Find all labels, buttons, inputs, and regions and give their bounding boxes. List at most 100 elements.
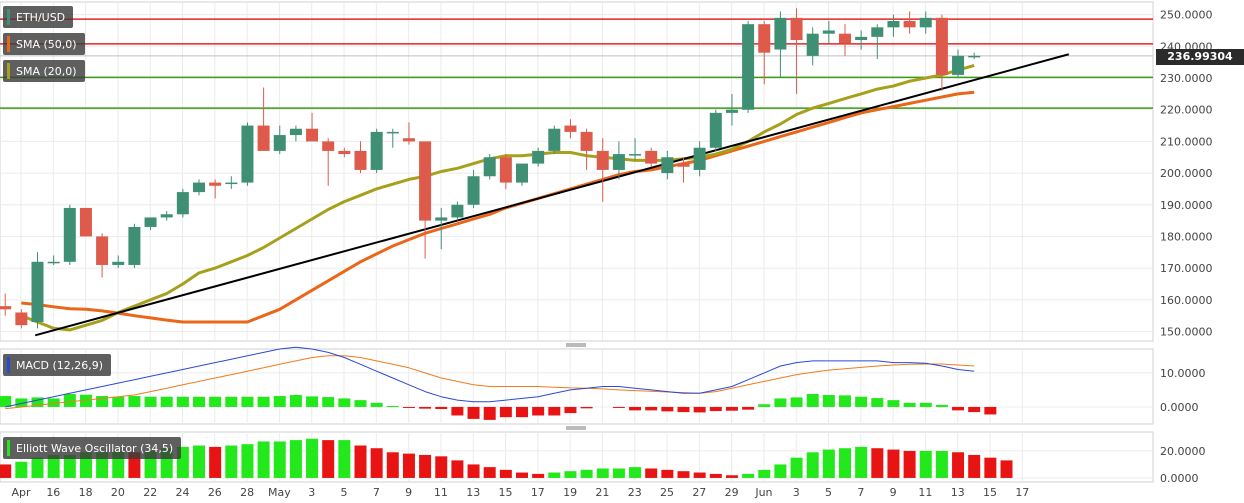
legend-label: MACD (12,26,9) <box>16 358 104 372</box>
candle-body <box>289 128 302 136</box>
ewo-bar <box>15 461 28 478</box>
candle-body <box>451 204 464 218</box>
macd-histogram-bar <box>645 406 658 411</box>
macd-histogram-bar <box>564 406 577 414</box>
ewo-bar <box>952 452 965 478</box>
x-tick-label: 25 <box>660 486 674 499</box>
macd-histogram-bar <box>919 402 932 407</box>
ewo-bar <box>273 441 286 478</box>
candle-body <box>483 157 496 177</box>
x-tick-label: 28 <box>240 486 254 499</box>
macd-histogram-bar <box>0 396 12 407</box>
candle-body <box>968 55 981 58</box>
x-tick-label: 3 <box>308 486 315 499</box>
ewo-bar <box>306 438 319 478</box>
ewo-bar <box>354 445 367 478</box>
ewo-bar <box>758 469 771 478</box>
candle-body <box>564 125 577 132</box>
ewo-bar <box>1000 460 1013 478</box>
candle-body <box>725 109 738 113</box>
x-tick-label: 18 <box>79 486 93 499</box>
candle-body <box>839 33 851 44</box>
candle-body <box>322 141 335 151</box>
ewo-bar <box>742 473 755 478</box>
macd-histogram-bar <box>903 402 916 407</box>
legend-sma-50[interactable]: SMA (50,0) <box>3 33 85 55</box>
candle-body <box>580 131 593 151</box>
macd-histogram-bar <box>128 396 141 407</box>
legend-ewo[interactable]: Elliott Wave Oscillator (34,5) <box>3 437 182 459</box>
legend-eth-usd[interactable]: ETH/USD <box>3 6 74 28</box>
x-tick-label: 9 <box>405 486 412 499</box>
ewo-bar <box>47 454 60 478</box>
candle-body <box>709 112 722 148</box>
candle-body <box>467 176 480 205</box>
macd-histogram-bar <box>112 396 125 407</box>
candle-body <box>386 131 399 134</box>
legend-macd[interactable]: MACD (12,26,9) <box>3 354 112 376</box>
macd-histogram-bar <box>370 402 383 407</box>
candle-body <box>661 157 674 174</box>
macd-histogram-bar <box>516 406 528 418</box>
macd-histogram-bar <box>774 398 787 407</box>
macd-histogram-bar <box>677 406 690 413</box>
ewo-bar <box>677 471 690 478</box>
macd-histogram-bar <box>160 396 173 407</box>
macd-histogram-bar <box>629 406 642 411</box>
candle-body <box>144 217 157 227</box>
macd-histogram-bar <box>758 404 771 407</box>
candle-body <box>855 36 868 41</box>
x-tick-label: Jun <box>754 486 772 499</box>
ewo-bar <box>822 449 835 478</box>
candle-body <box>354 150 367 170</box>
legend-label: Elliott Wave Oscillator (34,5) <box>16 441 174 455</box>
x-tick-label: 24 <box>176 486 190 499</box>
x-tick-label: Apr <box>12 486 32 499</box>
ewo-bar <box>580 469 593 478</box>
x-tick-label: 29 <box>725 486 739 499</box>
y-tick-label: 170.0000 <box>1160 262 1213 275</box>
y-tick-label: 10.0000 <box>1160 367 1206 380</box>
candle-body <box>822 30 835 34</box>
trendline <box>34 53 1070 337</box>
candle-body <box>742 24 755 110</box>
ewo-bar <box>257 441 270 478</box>
legend-swatch-price <box>7 9 10 25</box>
candle-body <box>225 182 238 185</box>
candle-body <box>31 261 44 322</box>
macd-histogram-bar <box>499 406 512 418</box>
x-tick-label: 15 <box>983 486 997 499</box>
ewo-bar <box>0 464 12 478</box>
macd-histogram-bar <box>822 395 835 407</box>
candle-body <box>176 192 189 215</box>
macd-panel <box>0 346 997 420</box>
ewo-bar <box>435 456 448 478</box>
y-tick-label: 180.0000 <box>1160 230 1213 243</box>
candle-body <box>241 125 254 183</box>
x-tick-label: 3 <box>793 486 800 499</box>
legend-sma-20[interactable]: SMA (20,0) <box>3 60 85 82</box>
macd-histogram-bar <box>548 406 561 416</box>
candle-body <box>79 207 92 237</box>
ewo-bar <box>564 471 577 478</box>
macd-histogram-bar <box>419 406 432 409</box>
ewo-bar <box>338 440 351 478</box>
y-tick-label: 200.0000 <box>1160 167 1213 180</box>
macd-histogram-bar <box>580 406 593 409</box>
macd-histogram-bar <box>257 396 270 407</box>
ewo-bar <box>289 440 302 478</box>
ewo-bar <box>499 469 512 478</box>
macd-histogram-bar <box>532 406 545 416</box>
x-tick-label: 23 <box>628 486 642 499</box>
ewo-bar <box>516 472 528 478</box>
candle-body <box>693 147 706 170</box>
x-tick-label: May <box>268 486 291 499</box>
ewo-bar <box>661 469 674 478</box>
y-tick-label: 0.0000 <box>1160 401 1199 414</box>
x-tick-label: 26 <box>208 486 222 499</box>
macd-histogram-bar <box>144 396 157 407</box>
candle-body <box>935 17 948 75</box>
candle-body <box>128 226 141 265</box>
legend-label: SMA (20,0) <box>16 64 77 78</box>
